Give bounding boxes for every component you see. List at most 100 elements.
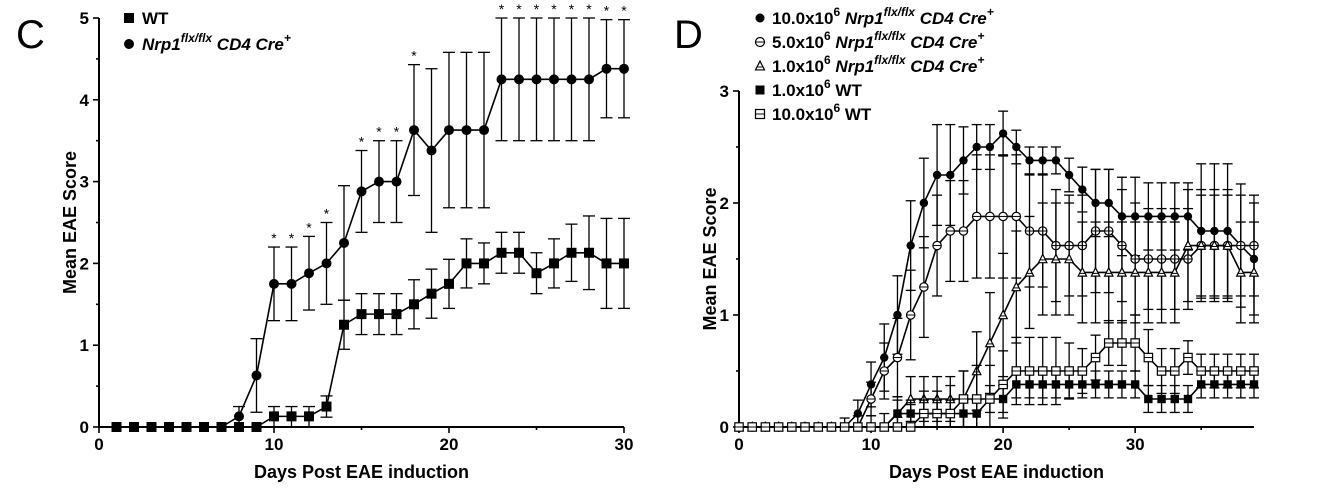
- data-point: [1024, 366, 1035, 376]
- legend-label-wt: WT: [142, 9, 169, 28]
- data-point: [919, 408, 929, 419]
- data-point: [426, 288, 437, 299]
- x-tick-label: 0: [734, 435, 743, 454]
- data-point: [853, 422, 863, 432]
- y-tick-label: 4: [80, 91, 90, 110]
- x-tick-label: 20: [440, 435, 459, 454]
- data-point: [1050, 253, 1062, 264]
- data-point: [1025, 156, 1034, 165]
- panel-d-letter: D: [674, 13, 703, 57]
- significance-star: *: [271, 230, 277, 246]
- data-point: [932, 408, 942, 419]
- y-tick-label: 2: [720, 194, 729, 213]
- data-point: [905, 422, 916, 432]
- data-point: [971, 211, 982, 222]
- data-point: [1078, 185, 1087, 194]
- data-point: [356, 309, 367, 320]
- data-point: [958, 394, 969, 404]
- y-tick-label: 1: [720, 306, 729, 325]
- panel-c-legend: WT Nrp1flx/flx CD4 Cre+: [124, 9, 291, 54]
- data-point: [321, 258, 332, 269]
- legend-nrp1-rest-sup: +: [284, 31, 291, 45]
- data-point: [601, 63, 612, 74]
- significance-star: *: [621, 3, 627, 19]
- significance-star: *: [534, 1, 540, 17]
- legend-marker-circle-open: [754, 36, 766, 48]
- data-point: [164, 422, 174, 432]
- data-point: [234, 422, 244, 432]
- significance-star: *: [359, 134, 365, 150]
- data-point: [958, 226, 969, 236]
- data-point: [391, 309, 402, 320]
- legend-marker: [755, 13, 765, 23]
- data-point: [893, 310, 902, 320]
- data-point: [269, 278, 279, 289]
- data-point: [932, 240, 942, 251]
- data-point: [1077, 366, 1088, 376]
- data-point: [879, 422, 890, 432]
- x-tick-label: 20: [994, 435, 1013, 454]
- data-point: [1157, 394, 1166, 404]
- data-point: [514, 74, 524, 85]
- data-point: [1037, 366, 1048, 376]
- data-point: [892, 352, 903, 363]
- data-point: [879, 366, 890, 376]
- data-point: [971, 394, 982, 404]
- data-point: [1248, 266, 1260, 277]
- data-point: [619, 63, 629, 74]
- data-point: [1144, 394, 1153, 404]
- data-point: [1038, 156, 1047, 165]
- legend-label-d3: 1.0x106 WT: [772, 77, 862, 100]
- significance-star: *: [411, 48, 417, 64]
- data-point: [905, 310, 916, 320]
- data-point: [932, 170, 942, 180]
- legend-marker: [754, 59, 766, 71]
- data-point: [304, 411, 314, 422]
- significance-star: *: [306, 219, 312, 235]
- data-point: [269, 411, 279, 422]
- legend-marker: [755, 85, 765, 95]
- data-point: [584, 247, 594, 258]
- legend-marker-square-filled: [124, 13, 134, 23]
- data-point: [760, 422, 771, 432]
- data-point: [216, 422, 227, 432]
- series-line: [116, 251, 624, 428]
- data-point: [496, 74, 507, 85]
- data-point: [1130, 380, 1140, 389]
- legend-marker-circle-filled: [755, 13, 765, 23]
- data-point: [251, 422, 262, 432]
- data-point: [286, 278, 297, 289]
- data-point: [946, 170, 955, 180]
- data-point: [985, 211, 995, 222]
- data-point: [1037, 253, 1048, 264]
- significance-star: *: [604, 3, 610, 19]
- data-point: [1104, 380, 1113, 389]
- data-point: [496, 247, 507, 258]
- legend-item-d1: 5.0x106 Nrp1flx/flx CD4 Cre+: [754, 29, 984, 52]
- data-point: [826, 422, 837, 432]
- data-point: [998, 379, 1008, 390]
- significance-marks: * * * * * * * * * * * * * * * *: [271, 1, 627, 246]
- data-point: [1090, 352, 1101, 363]
- significance-star: *: [499, 1, 505, 17]
- series-square-open-4: [734, 314, 1259, 432]
- data-point: [409, 299, 419, 310]
- data-point: [1011, 281, 1022, 292]
- data-point: [1103, 338, 1114, 348]
- data-point: [1196, 239, 1207, 250]
- y-tick-label: 2: [80, 254, 89, 273]
- legend-nrp1-text: Nrp1: [142, 35, 181, 54]
- data-point: [1077, 266, 1088, 277]
- data-point: [1117, 338, 1127, 348]
- data-point: [998, 211, 1008, 222]
- data-point: [549, 258, 559, 269]
- panel-d-legend: 10.0x106 Nrp1flx/flx CD4 Cre+ 5.0x106 Nr…: [754, 5, 994, 124]
- data-point: [813, 422, 824, 432]
- y-tick-label: 3: [720, 82, 729, 101]
- legend-item-d3: 1.0x106 WT: [755, 77, 862, 100]
- legend-item-nrp1: Nrp1flx/flx CD4 Cre+: [124, 31, 291, 54]
- data-point: [1222, 366, 1233, 376]
- legend-item-d0: 10.0x106 Nrp1flx/flx CD4 Cre+: [755, 5, 994, 28]
- data-point: [531, 74, 542, 85]
